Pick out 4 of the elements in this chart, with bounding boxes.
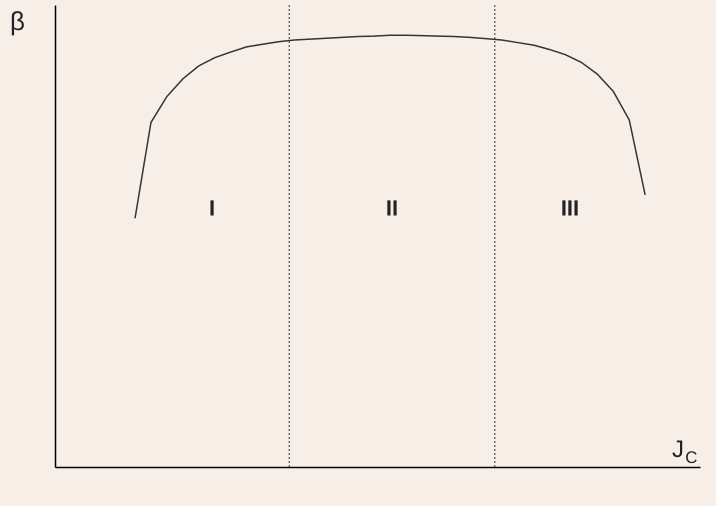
annotation: I — [209, 195, 216, 220]
annotation: II — [386, 195, 398, 220]
annotation: III — [560, 195, 580, 220]
y-axis-title: β — [10, 6, 25, 36]
